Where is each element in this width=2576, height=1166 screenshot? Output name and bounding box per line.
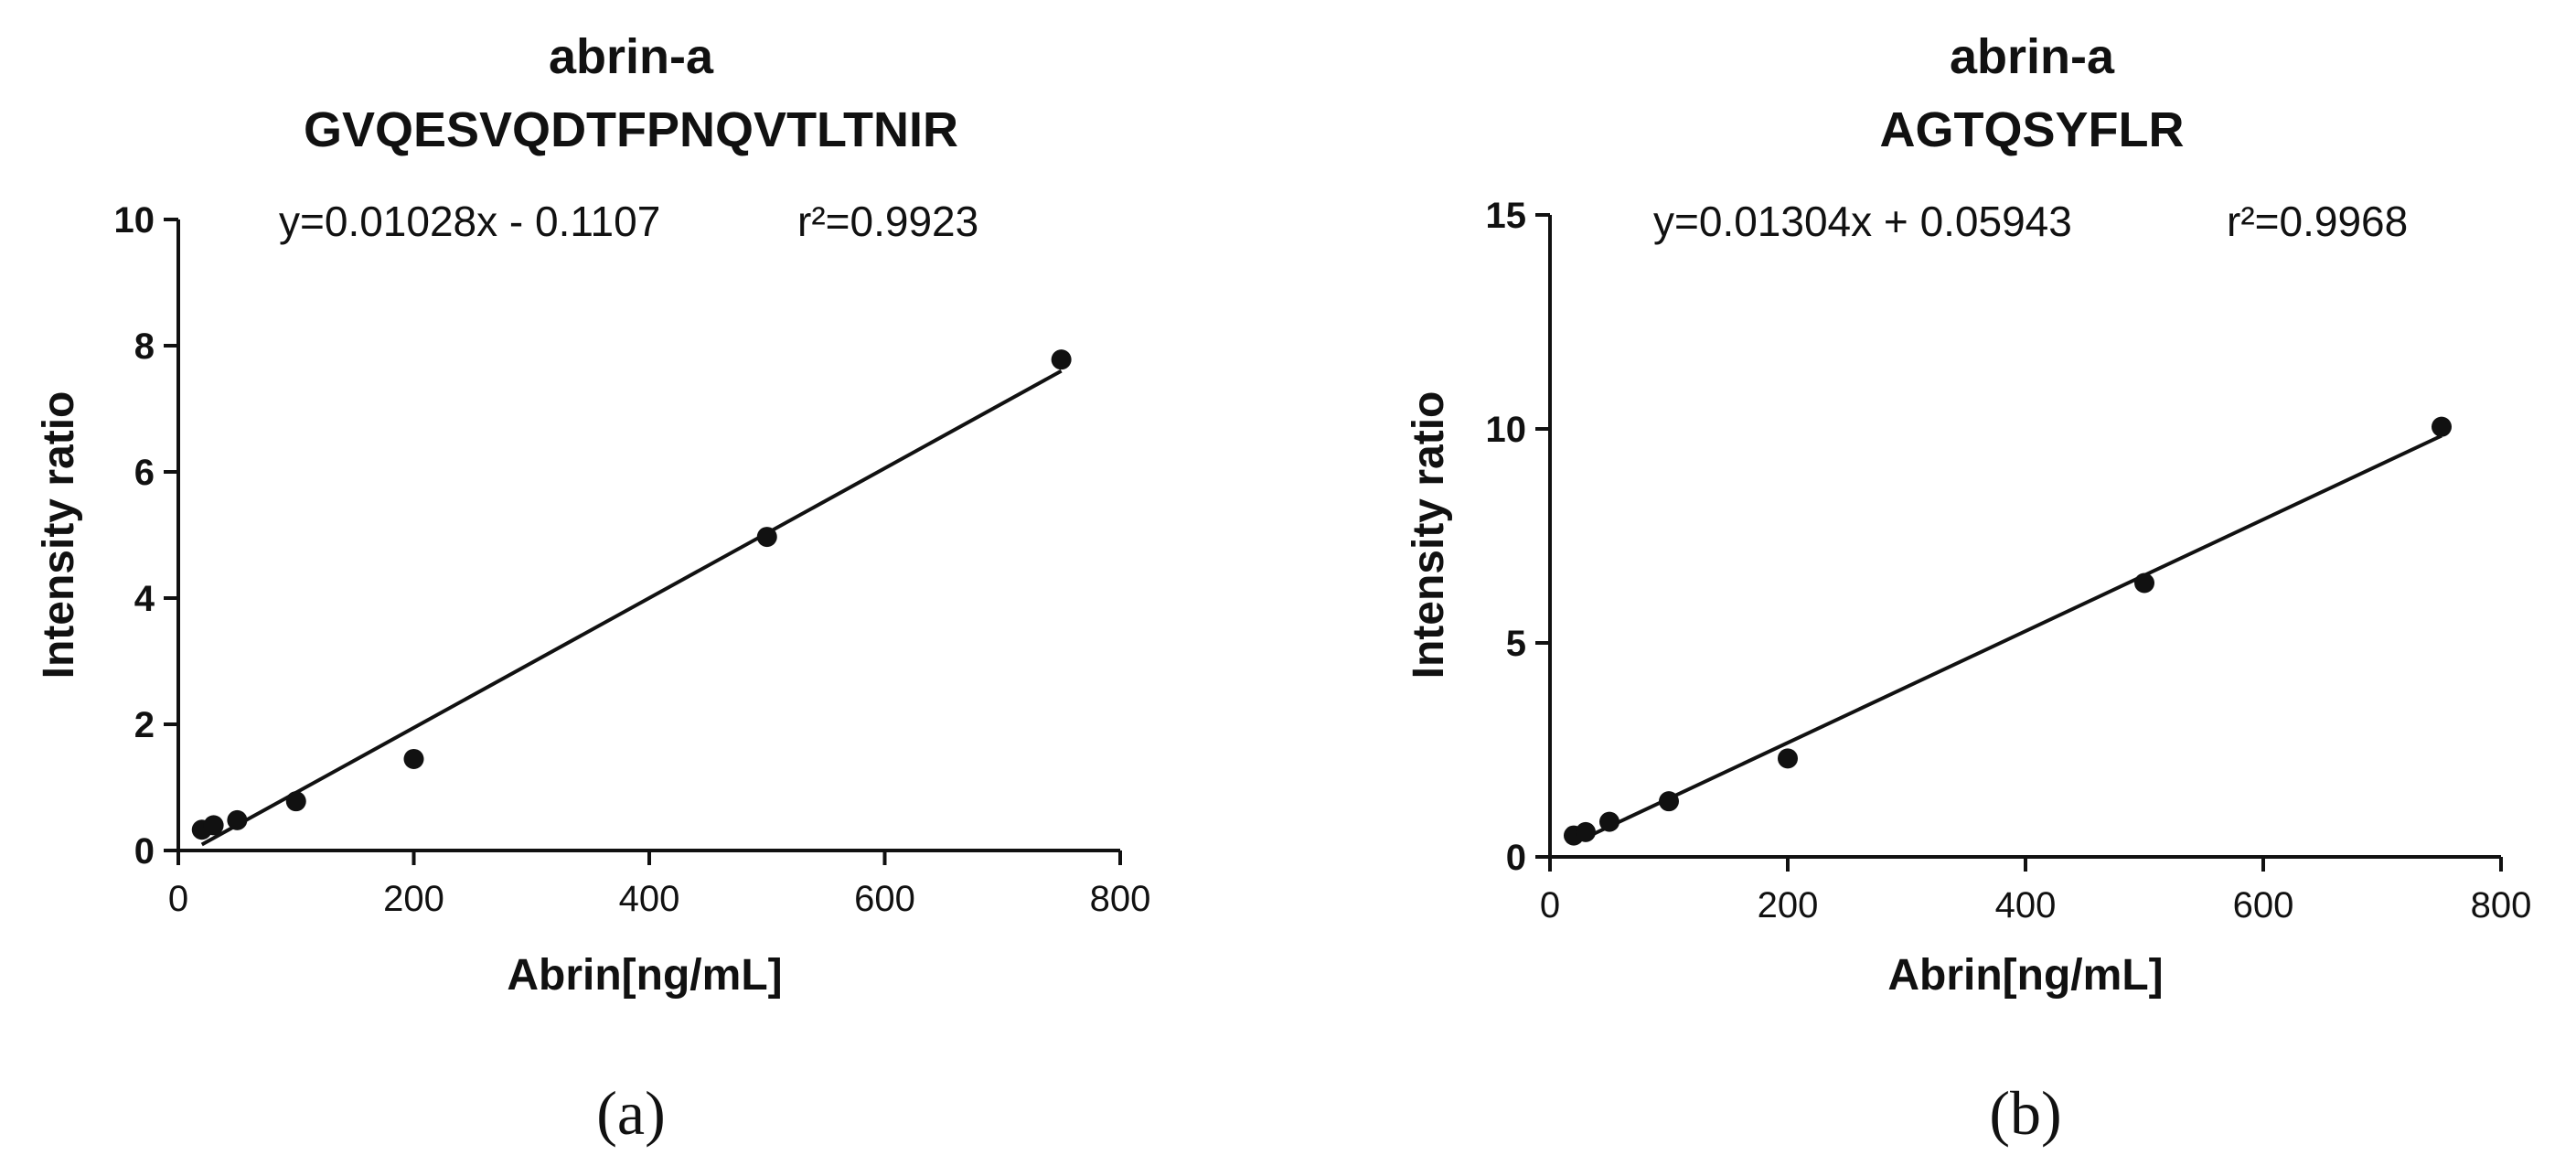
chart-a-fit-line	[200, 369, 1063, 847]
chart-a-x-tick-label: 400	[619, 879, 680, 919]
chart-b-x-tick-label: 800	[2471, 885, 2532, 925]
chart-b-equation: y=0.01304x + 0.05943	[1653, 198, 2072, 245]
chart-a-y-tick-label: 8	[134, 326, 155, 367]
chart-b-data-point	[2134, 572, 2154, 594]
chart-a-x-axis-label: Abrin[ng/mL]	[507, 951, 782, 1000]
chart-b-fit-line	[1573, 433, 2442, 845]
chart-b-title: abrin-a	[1950, 29, 2115, 84]
chart-a-data-point	[1051, 349, 1072, 370]
chart-b-x-tick-label: 200	[1758, 885, 1819, 925]
chart-b-data-point	[2432, 416, 2452, 437]
chart-b-x-tick-label: 600	[2233, 885, 2294, 925]
chart-a-x-tick-label: 200	[383, 879, 444, 919]
chart-a-data-point	[285, 791, 306, 812]
chart-a-y-tick-label: 10	[114, 200, 155, 241]
chart-a-equation: y=0.01028x - 0.1107	[279, 198, 660, 245]
chart-b-x-axis-label: Abrin[ng/mL]	[1887, 951, 2163, 1000]
chart-a-plot-area: 0 2 4 6 8 10 0 200 400 600 800	[114, 200, 1151, 919]
chart-b-y-tick-label: 0	[1506, 838, 1526, 878]
chart-b-r-squared: r²=0.9968	[2227, 198, 2408, 245]
chart-b-data-point	[1778, 748, 1798, 769]
chart-a-data-point	[203, 815, 224, 836]
chart-a-y-tick-label: 2	[134, 705, 155, 745]
chart-b: abrin-a AGTQSYFLR y=0.01304x + 0.05943 r…	[1405, 29, 2531, 1148]
chart-a-y-axis-label: Intensity ratio	[35, 391, 83, 679]
chart-a-r-squared: r²=0.9923	[797, 198, 978, 245]
chart-b-data-point	[1659, 791, 1679, 812]
chart-b-subtitle: AGTQSYFLR	[1880, 102, 2185, 157]
chart-b-x-tick-label: 400	[1995, 885, 2057, 925]
chart-a-x-tick-label: 800	[1090, 879, 1151, 919]
chart-b-data-point	[1576, 821, 1596, 842]
chart-a-data-point	[756, 527, 777, 548]
chart-b-y-tick-label: 5	[1506, 624, 1526, 664]
chart-b-y-tick-label: 15	[1486, 196, 1527, 236]
chart-b-plot-area: 0 5 10 15 0 200 400 600 800	[1486, 196, 2532, 925]
chart-a-data-point	[227, 809, 248, 830]
chart-b-panel-label: (b)	[1989, 1078, 2061, 1148]
chart-b-y-tick-label: 10	[1486, 410, 1527, 450]
chart-a-panel-label: (a)	[596, 1078, 665, 1148]
chart-a-title: abrin-a	[549, 29, 714, 84]
chart-a-y-tick-label: 4	[134, 579, 155, 619]
chart-b-data-point	[1599, 811, 1619, 832]
chart-a-y-tick-label: 6	[134, 453, 155, 493]
chart-a: abrin-a GVQESVQDTFPNQVTLTNIR y=0.01028x …	[35, 29, 1150, 1148]
chart-b-y-axis-label: Intensity ratio	[1405, 391, 1453, 679]
chart-a-y-tick-label: 0	[134, 831, 155, 872]
chart-a-subtitle: GVQESVQDTFPNQVTLTNIR	[304, 102, 958, 157]
chart-a-x-tick-label: 600	[854, 879, 915, 919]
chart-a-x-tick-label: 0	[168, 879, 188, 919]
chart-a-data-point	[403, 748, 424, 769]
chart-b-x-tick-label: 0	[1540, 885, 1560, 925]
